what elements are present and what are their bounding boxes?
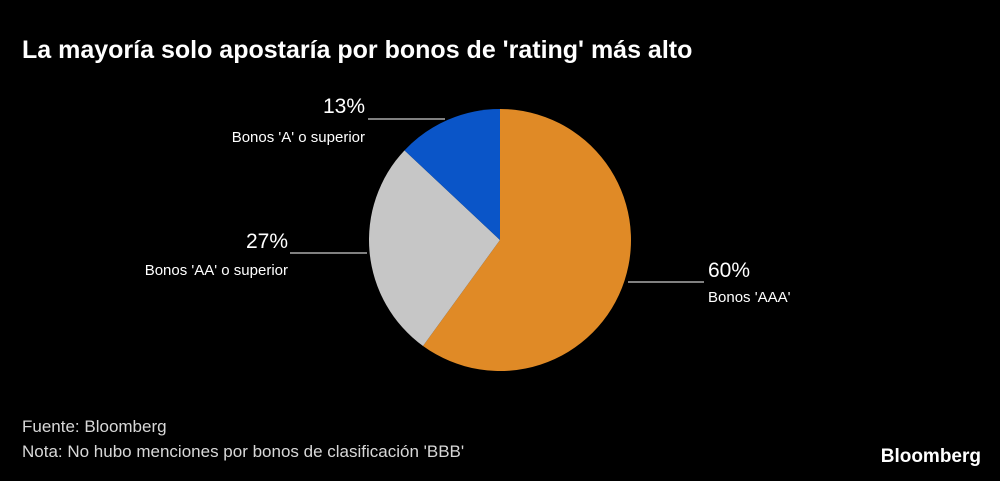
category-label: Bonos 'AA' o superior (145, 262, 288, 279)
pie-slice (368, 150, 500, 346)
source: Fuente: Bloomberg (22, 417, 167, 436)
value-label: 27% (246, 230, 288, 253)
chart-title: La mayoría solo apostaría por bonos de '… (22, 36, 692, 64)
pie-slice (423, 109, 632, 372)
pie-slice (404, 109, 500, 240)
category-label: Bonos 'A' o superior (232, 129, 365, 146)
value-label: 60% (708, 259, 750, 282)
logo: Bloomberg (881, 446, 981, 467)
category-label: Bonos 'AAA' (708, 289, 791, 306)
note: Nota: No hubo menciones por bonos de cla… (22, 442, 464, 461)
value-label: 13% (323, 95, 365, 118)
